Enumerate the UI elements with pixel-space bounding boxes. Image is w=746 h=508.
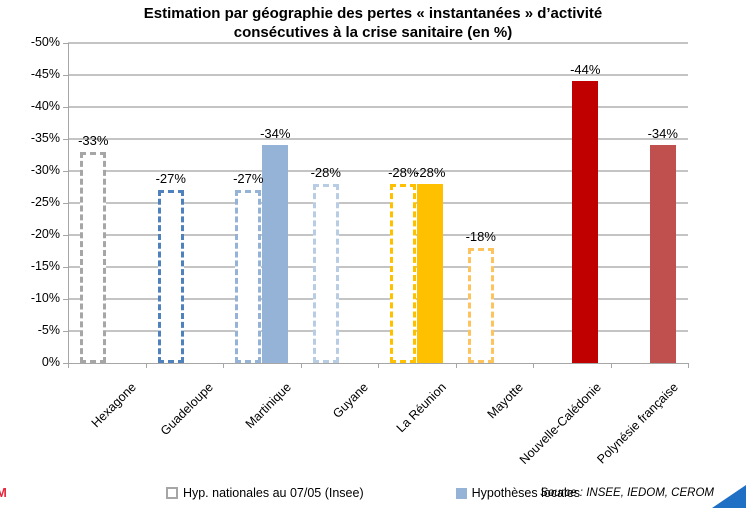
bar-guyane-nationale (312, 183, 339, 363)
bar-value-label: -28% (310, 164, 341, 180)
legend-label: Hypothèses locales (471, 486, 581, 500)
x-axis-tick (688, 364, 689, 368)
y-axis-tick-label: -40% (30, 99, 60, 113)
x-axis-tick (68, 364, 69, 368)
bar-value-label: -28% (388, 164, 419, 180)
chart-title: Estimation par géographie des pertes « i… (0, 4, 746, 42)
bar-la-r-union-nationale (390, 183, 417, 363)
x-axis-tick (145, 364, 147, 368)
bar-martinique-locale (262, 145, 289, 363)
y-axis-tick-label: -30% (30, 163, 60, 177)
gridline (68, 170, 688, 172)
y-axis-tick-label: -50% (30, 35, 60, 49)
chart-title-line2: consécutives à la crise sanitaire (en %) (233, 24, 513, 41)
legend-item-locales: Hypothèses locales (455, 486, 581, 500)
bar-polyn-sie-fran-aise-locale (649, 145, 676, 363)
y-axis-tick-label: -10% (30, 291, 60, 305)
y-axis-tick (63, 75, 68, 76)
y-axis-tick (63, 107, 68, 108)
bar-martinique-nationale (235, 190, 262, 363)
x-axis-line (68, 363, 689, 364)
x-axis-tick (223, 364, 224, 368)
bar-value-label: -34% (260, 126, 291, 142)
y-axis-tick (63, 299, 68, 300)
y-axis-tick (63, 203, 68, 204)
y-axis-tick-label: -20% (30, 227, 60, 241)
bar-value-label: -27% (155, 171, 186, 187)
bar-hexagone-nationale (80, 151, 107, 363)
gridline (68, 42, 688, 44)
x-axis-tick (610, 364, 612, 368)
legend-swatch-dashed-icon (165, 487, 178, 499)
x-axis-tick (300, 364, 302, 368)
y-axis-tick (63, 267, 68, 268)
legend-label: Hyp. nationales au 07/05 (Insee) (182, 486, 364, 500)
gridline (68, 138, 688, 140)
y-axis-tick-label: -25% (30, 195, 60, 209)
chart-title-line1: Estimation par géographie des pertes « i… (143, 5, 603, 22)
source-note: Source : INSEE, IEDOM, CEROM (540, 487, 714, 499)
bar-value-label: -18% (465, 228, 496, 244)
y-axis-tick (63, 235, 68, 236)
y-axis-tick (63, 331, 68, 332)
gridline (68, 74, 688, 76)
gridline (68, 234, 688, 236)
bar-value-label: -33% (78, 132, 109, 148)
y-axis-tick (63, 43, 68, 44)
bar-mayotte-nationale (467, 247, 494, 363)
bar-value-label: -44% (570, 62, 601, 78)
legend-item-nationales: Hyp. nationales au 07/05 (Insee) (165, 486, 364, 500)
gridline (68, 266, 688, 268)
y-axis-tick (63, 171, 68, 172)
bar-value-label: -28% (415, 164, 446, 180)
y-axis-tick-label: -45% (30, 67, 60, 81)
y-axis-tick-label: -35% (30, 131, 60, 145)
y-axis-tick-label: -15% (30, 259, 60, 273)
x-axis-tick (455, 364, 457, 368)
bar-value-label: -27% (233, 171, 264, 187)
y-axis-tick (63, 363, 68, 364)
y-axis-tick-label: -5% (37, 323, 60, 337)
gridline (68, 298, 688, 300)
gridline (68, 330, 688, 332)
y-axis-line (68, 43, 69, 363)
y-axis-tick-label: 0% (41, 355, 60, 369)
bar-la-r-union-locale (417, 183, 444, 363)
bar-guadeloupe-nationale (157, 190, 184, 363)
watermark-m: M (0, 485, 7, 500)
gridline (68, 106, 688, 108)
gridline (68, 202, 688, 204)
x-axis-tick (533, 364, 534, 368)
legend: Hyp. nationales au 07/05 (Insee) Hypothès… (0, 486, 746, 500)
bar-value-label: -34% (647, 126, 678, 142)
bar-nouvelle-cal-donie-locale (572, 81, 599, 363)
corner-triangle-icon (712, 485, 746, 508)
y-axis-tick (63, 139, 68, 140)
legend-swatch-solid-icon (455, 487, 467, 499)
x-axis-tick (378, 364, 379, 368)
